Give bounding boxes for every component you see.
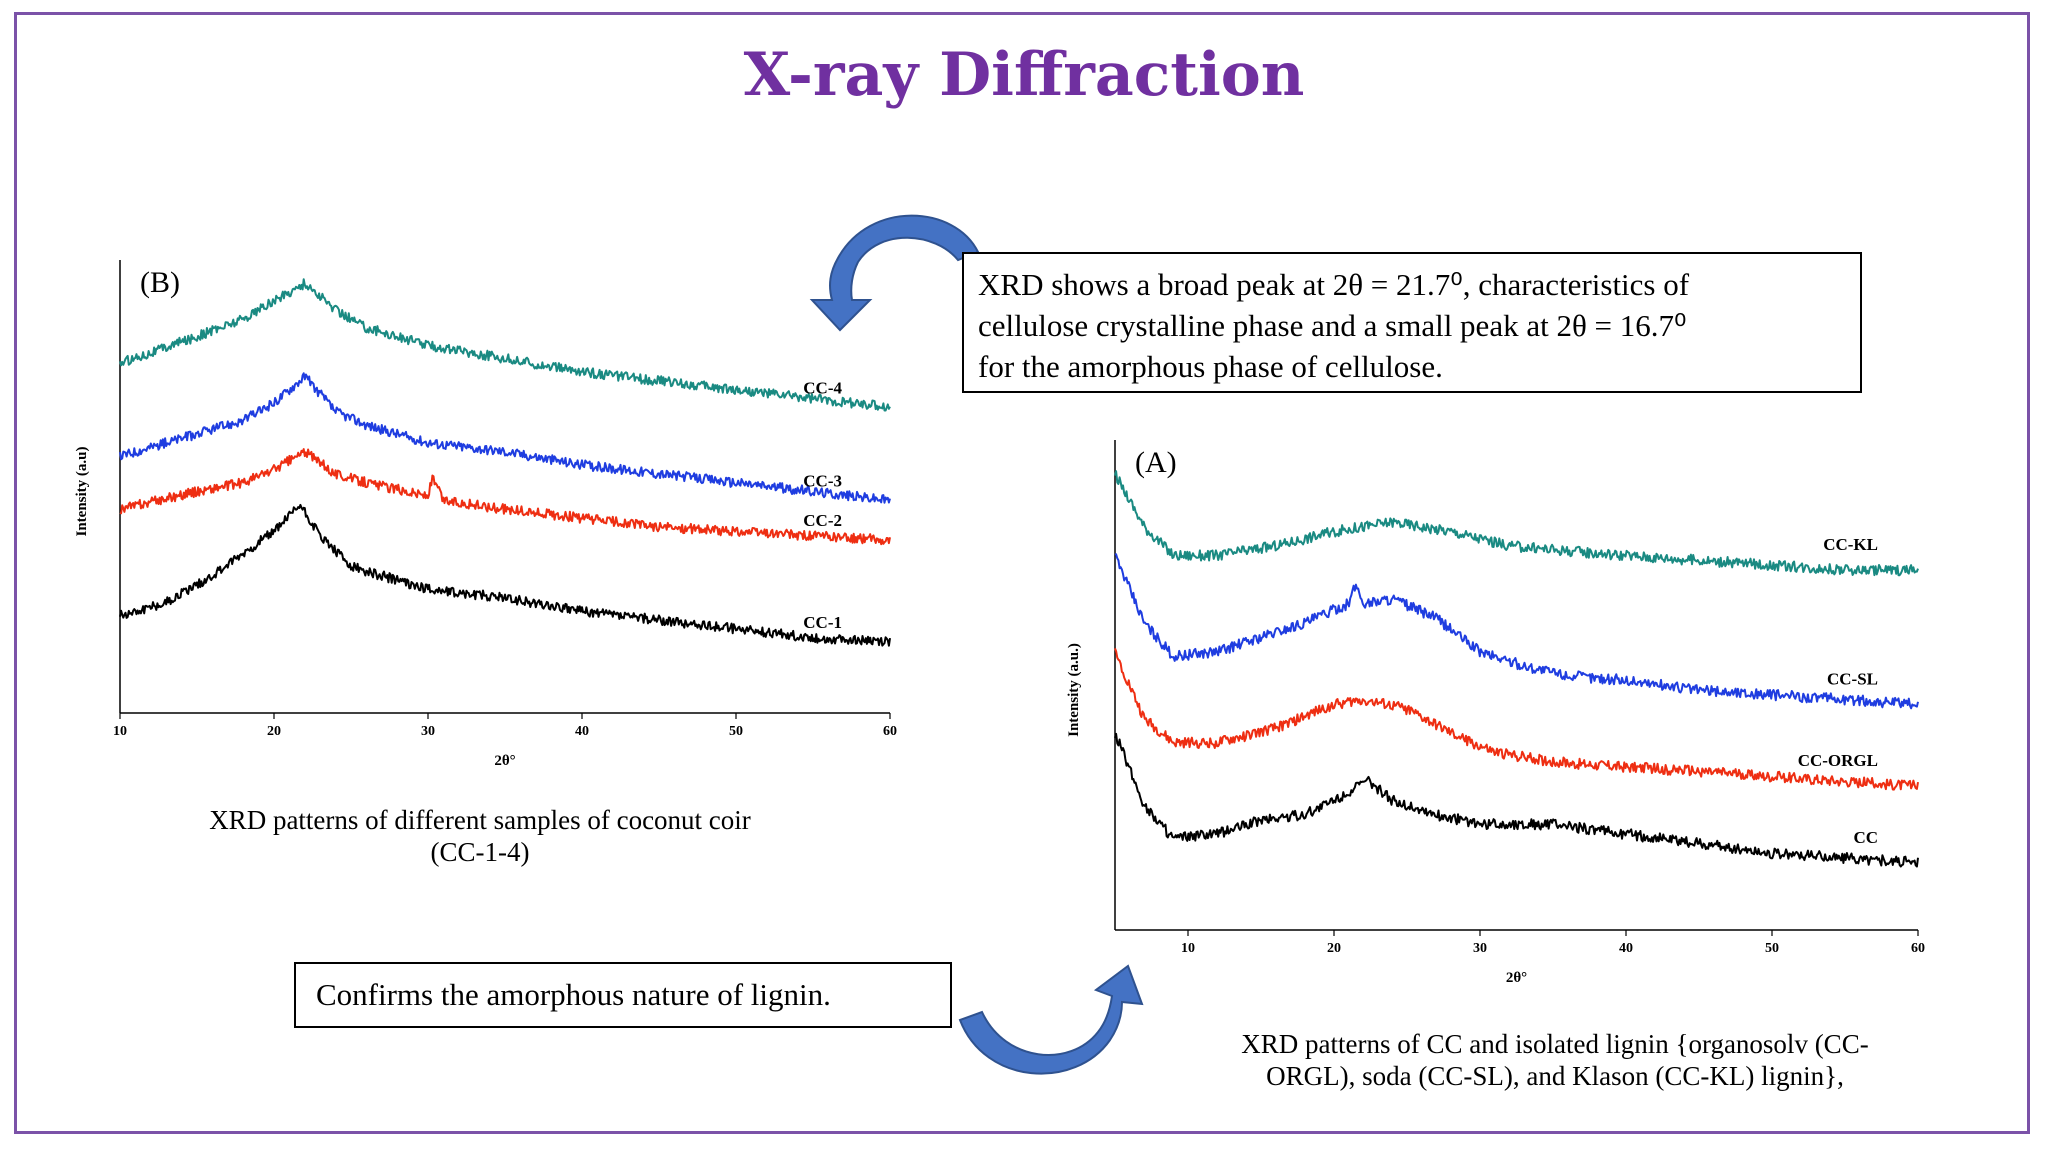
series-line-cc-2 [119,448,891,546]
callout-line: Confirms the amorphous nature of lignin. [316,977,831,1012]
slide-title: X-ray Diffraction [743,40,1305,110]
series-line-cc-orgl [1114,647,1919,791]
x-tick-label: 50 [1765,941,1779,956]
callout-line: cellulose crystalline phase and a small … [978,308,1687,343]
series-label-cc-4: CC-4 [803,378,842,397]
x-tick-label: 20 [1327,941,1341,956]
series-line-cc-1 [119,503,891,647]
chart-b-caption: XRD patterns of different samples of coc… [150,804,810,868]
panel-label: (B) [140,266,180,299]
x-tick-label: 30 [421,724,435,739]
x-tick-label: 30 [1473,941,1487,956]
caption-line: XRD patterns of CC and isolated lignin {… [1241,1029,1869,1059]
callout-line: for the amorphous phase of cellulose. [978,349,1443,384]
callout-line: XRD shows a broad peak at 2θ = 21.7⁰, ch… [978,267,1690,302]
series-line-cc-kl [1114,470,1919,577]
series-label-cc-sl: CC-SL [1827,669,1878,688]
series-line-cc-sl [1114,553,1919,710]
series-label-cc-kl: CC-KL [1823,535,1878,554]
y-axis-title: Intensity (a.u) [74,446,90,536]
x-axis-title: 2θ° [494,753,515,769]
caption-line: ORGL), soda (CC-SL), and Klason (CC-KL) … [1266,1061,1844,1091]
x-tick-label: 10 [1181,941,1195,956]
x-tick-label: 60 [883,724,897,739]
series-label-cc-3: CC-3 [803,471,842,490]
series-label-cc-2: CC-2 [803,511,842,530]
x-tick-label: 20 [267,724,281,739]
x-tick-label: 40 [1619,941,1633,956]
series-label-cc: CC [1853,828,1878,847]
x-axis-title: 2θ° [1506,970,1527,986]
xrd-peak-callout: XRD shows a broad peak at 2θ = 21.7⁰, ch… [962,252,1862,393]
series-label-cc-1: CC-1 [803,613,842,632]
x-tick-label: 40 [575,724,589,739]
series-label-cc-orgl: CC-ORGL [1798,751,1878,770]
panel-label: (A) [1135,446,1177,479]
series-line-cc-4 [119,278,891,412]
y-axis-title: Intensity (a.u.) [1066,643,1082,737]
lignin-callout: Confirms the amorphous nature of lignin. [294,962,952,1028]
chart-a-caption: XRD patterns of CC and isolated lignin {… [1160,1028,1950,1092]
series-line-cc-3 [119,372,891,504]
caption-line: XRD patterns of different samples of coc… [209,805,751,835]
caption-line: (CC-1-4) [430,837,530,867]
x-tick-label: 50 [729,724,743,739]
slide-frame [14,12,2030,1134]
x-tick-label: 10 [113,724,127,739]
x-tick-label: 60 [1911,941,1925,956]
series-line-cc [1114,732,1919,868]
